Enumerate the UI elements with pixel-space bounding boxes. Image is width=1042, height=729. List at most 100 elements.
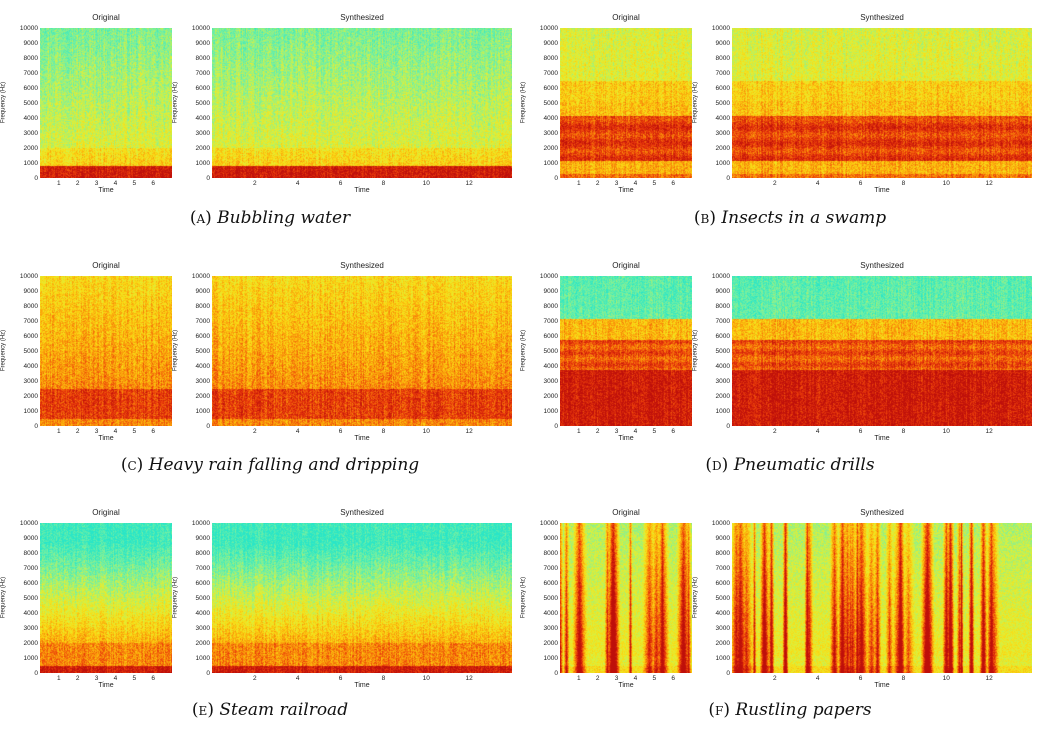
y-tick-label: 8000 bbox=[23, 549, 38, 557]
y-axis-label: Frequency (Hz) bbox=[0, 81, 7, 124]
y-tick-label: 7000 bbox=[23, 69, 38, 77]
x-axis-label: Time bbox=[618, 187, 634, 194]
y-tick-label: 2000 bbox=[715, 639, 730, 647]
y-axis-label: Frequency (Hz) bbox=[172, 329, 179, 372]
y-axis-label: Frequency (Hz) bbox=[0, 329, 7, 372]
y-tick-label: 1000 bbox=[715, 407, 730, 415]
y-tick-label: 6000 bbox=[543, 579, 558, 587]
y-tick-label: 4000 bbox=[715, 114, 730, 122]
x-tick-label: 1 bbox=[57, 180, 61, 187]
y-tick-label: 9000 bbox=[715, 534, 730, 542]
x-tick-label: 5 bbox=[132, 180, 137, 187]
synthesized-plot-title: Synthesized bbox=[860, 261, 904, 270]
x-axis-label: Time bbox=[98, 435, 114, 442]
y-tick-label: 0 bbox=[34, 174, 38, 182]
y-tick-label: 6000 bbox=[23, 579, 38, 587]
caption-text: Heavy rain falling and dripping bbox=[148, 455, 420, 475]
x-tick-label: 6 bbox=[671, 428, 675, 435]
x-tick-label: 10 bbox=[942, 675, 950, 682]
y-tick-label: 1000 bbox=[23, 407, 38, 415]
x-tick-label: 2 bbox=[253, 180, 257, 187]
y-tick-label: 0 bbox=[726, 669, 730, 677]
y-tick-label: 4000 bbox=[543, 609, 558, 617]
x-tick-label: 6 bbox=[671, 180, 675, 187]
x-tick-label: 4 bbox=[633, 428, 638, 435]
y-tick-label: 3000 bbox=[195, 129, 210, 137]
y-tick-label: 6000 bbox=[543, 84, 558, 92]
x-tick-label: 5 bbox=[652, 428, 657, 435]
y-tick-label: 0 bbox=[554, 422, 558, 430]
y-tick-label: 3000 bbox=[23, 624, 38, 632]
y-tick-label: 7000 bbox=[195, 69, 210, 77]
x-tick-label: 10 bbox=[942, 180, 950, 187]
x-tick-label: 5 bbox=[652, 180, 657, 187]
y-tick-label: 4000 bbox=[195, 114, 210, 122]
synthesized-spectrogram-a bbox=[212, 28, 512, 178]
x-tick-label: 1 bbox=[577, 428, 581, 435]
x-tick-label: 12 bbox=[985, 428, 993, 435]
caption-text: Pneumatic drills bbox=[733, 455, 875, 475]
y-tick-label: 9000 bbox=[195, 534, 210, 542]
y-tick-label: 5000 bbox=[543, 347, 558, 355]
x-tick-label: 2 bbox=[595, 180, 600, 187]
caption-label: (c) bbox=[120, 455, 144, 475]
x-axis-label: Time bbox=[874, 435, 890, 442]
original-plot-title: Original bbox=[92, 13, 120, 22]
y-tick-label: 4000 bbox=[715, 362, 730, 370]
x-axis-label: Time bbox=[874, 682, 890, 689]
y-tick-label: 5000 bbox=[195, 347, 210, 355]
y-tick-label: 8000 bbox=[543, 302, 558, 310]
y-tick-label: 4000 bbox=[543, 114, 558, 122]
original-spectrogram-f bbox=[560, 523, 692, 673]
caption-label: (b) bbox=[693, 208, 716, 228]
synthesized-plot-title: Synthesized bbox=[340, 508, 384, 517]
y-tick-label: 3000 bbox=[195, 624, 210, 632]
y-tick-label: 8000 bbox=[195, 302, 210, 310]
x-tick-label: 2 bbox=[773, 675, 777, 682]
caption-text: Bubbling water bbox=[217, 208, 351, 228]
y-tick-label: 2000 bbox=[195, 144, 210, 152]
original-plot-title: Original bbox=[612, 508, 640, 517]
original-plot-title: Original bbox=[92, 261, 120, 270]
y-tick-label: 10000 bbox=[539, 24, 558, 32]
y-tick-label: 6000 bbox=[715, 332, 730, 340]
y-tick-label: 9000 bbox=[543, 39, 558, 47]
y-tick-label: 3000 bbox=[23, 377, 38, 385]
y-tick-label: 1000 bbox=[195, 654, 210, 662]
figure-caption-a: (a) Bubbling water bbox=[60, 208, 480, 228]
y-tick-label: 10000 bbox=[711, 519, 730, 527]
y-tick-label: 1000 bbox=[715, 654, 730, 662]
x-axis-label: Time bbox=[618, 682, 634, 689]
y-tick-label: 0 bbox=[726, 422, 730, 430]
synthesized-spectrogram-c bbox=[212, 276, 512, 426]
y-tick-label: 2000 bbox=[543, 639, 558, 647]
y-tick-label: 7000 bbox=[543, 564, 558, 572]
x-tick-label: 10 bbox=[422, 428, 430, 435]
y-tick-label: 7000 bbox=[23, 317, 38, 325]
y-tick-label: 10000 bbox=[19, 519, 38, 527]
synthesized-plot-title: Synthesized bbox=[860, 508, 904, 517]
x-tick-label: 1 bbox=[577, 675, 581, 682]
x-tick-label: 1 bbox=[57, 428, 61, 435]
y-tick-label: 0 bbox=[206, 422, 210, 430]
x-axis-label: Time bbox=[98, 682, 114, 689]
y-tick-label: 1000 bbox=[715, 159, 730, 167]
x-tick-label: 5 bbox=[652, 675, 657, 682]
x-tick-label: 12 bbox=[465, 675, 473, 682]
figure-caption-b: (b) Insects in a swamp bbox=[580, 208, 1000, 228]
x-tick-label: 4 bbox=[295, 180, 300, 187]
y-tick-label: 8000 bbox=[543, 54, 558, 62]
y-tick-label: 7000 bbox=[715, 564, 730, 572]
x-tick-label: 4 bbox=[633, 180, 638, 187]
y-tick-label: 8000 bbox=[715, 302, 730, 310]
x-tick-label: 4 bbox=[815, 675, 820, 682]
figure-caption-d: (d) Pneumatic drills bbox=[580, 455, 1000, 475]
x-tick-label: 2 bbox=[595, 675, 600, 682]
figure-caption-f: (f) Rustling papers bbox=[580, 700, 1000, 720]
y-tick-label: 2000 bbox=[23, 144, 38, 152]
x-tick-label: 8 bbox=[901, 428, 906, 435]
y-tick-label: 4000 bbox=[715, 609, 730, 617]
y-tick-label: 2000 bbox=[543, 392, 558, 400]
y-tick-label: 9000 bbox=[715, 39, 730, 47]
original-spectrogram-b bbox=[560, 28, 692, 178]
